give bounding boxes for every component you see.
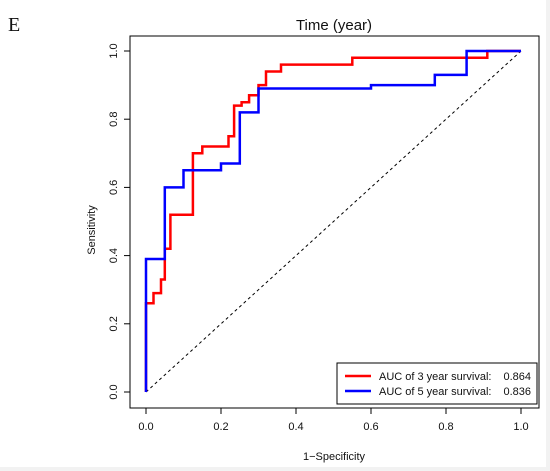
x-axis-label: 1−Specificity	[303, 451, 366, 463]
x-tick-label: 0.4	[288, 421, 303, 433]
plot-lines	[144, 49, 522, 393]
y-tick-label: 0.6	[108, 180, 120, 195]
x-tick-label: 0.0	[138, 421, 153, 433]
y-tick-label: 0.4	[108, 248, 120, 263]
panel-letter: E	[8, 14, 21, 36]
legend-label-1: AUC of 3 year survival:	[379, 371, 491, 383]
legend-auc-value-2: 0.836	[503, 386, 531, 398]
x-tick-label: 1.0	[513, 421, 528, 433]
y-tick-label: 0.2	[108, 316, 120, 331]
y-tick-label: 0.0	[108, 384, 120, 399]
series-line-2	[144, 49, 521, 392]
legend-box	[336, 362, 538, 405]
axis-ticks: 0.0 0.2 0.4 0.6 0.8 1.0 0.0 0.2 0.4 0.6 0.8 1.0	[108, 43, 529, 433]
y-tick-label: 1.0	[108, 43, 120, 58]
y-axis-label: Sensitivity	[86, 205, 98, 255]
x-tick-label: 0.2	[213, 421, 228, 433]
legend-auc-value-1: 0.864	[503, 371, 531, 383]
legend: AUC of 3 year survival: 0.864 AUC of 5 yea…	[336, 362, 538, 405]
x-tick-label: 0.6	[363, 421, 378, 433]
series-line-1	[144, 49, 521, 392]
reference-diagonal	[145, 50, 522, 393]
legend-label-2: AUC of 5 year survival:	[379, 386, 491, 398]
y-tick-label: 0.8	[108, 112, 120, 127]
plot-frame	[129, 35, 540, 409]
chart-title: Time (year)	[296, 17, 372, 34]
x-tick-label: 0.8	[438, 421, 453, 433]
